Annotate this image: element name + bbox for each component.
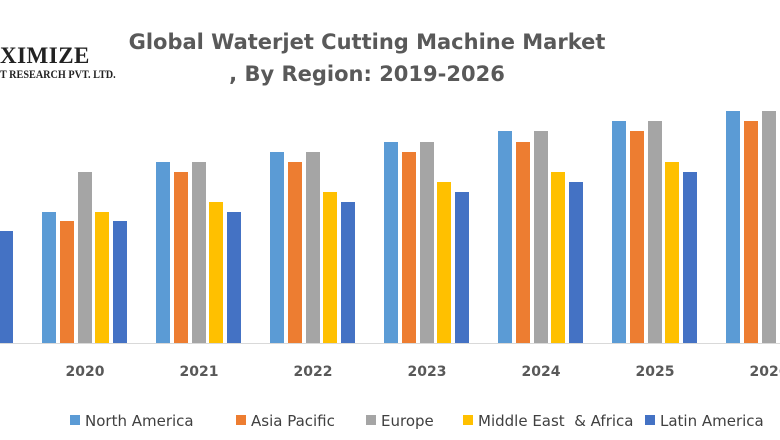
bar-middle-east-africa-2024 xyxy=(551,172,565,343)
bar-north-america-2023 xyxy=(384,142,398,343)
chart-title-line-1: Global Waterjet Cutting Machine Market xyxy=(128,30,606,54)
legend-swatch-1 xyxy=(236,415,246,425)
logo: XIMIZE T RESEARCH PVT. LTD. xyxy=(0,44,136,81)
bar-asia-pacific-2024 xyxy=(516,142,530,343)
legend-label-1: Asia Pacific xyxy=(251,412,335,430)
bar-latin-america-2024 xyxy=(569,182,583,343)
legend-label-3: Middle East & Africa xyxy=(478,412,633,430)
bar-asia-pacific-2021 xyxy=(174,172,188,343)
bar-asia-pacific-2023 xyxy=(402,152,416,343)
bar-north-america-2022 xyxy=(270,152,284,343)
bar-latin-america-2022 xyxy=(341,202,355,343)
bar-middle-east-africa-2022 xyxy=(323,192,337,343)
x-tick-label-2026: 2026 xyxy=(750,364,780,380)
legend-label-4: Latin America xyxy=(660,412,764,430)
x-tick-label-2020: 2020 xyxy=(66,364,105,380)
logo-line-2: T RESEARCH PVT. LTD. xyxy=(0,67,116,81)
bar-middle-east-africa-2025 xyxy=(665,162,679,343)
bar-north-america-2021 xyxy=(156,162,170,343)
x-tick-label-2025: 2025 xyxy=(636,364,675,380)
bar-latin-america-2019 xyxy=(0,231,13,343)
legend-swatch-4 xyxy=(645,415,655,425)
bar-europe-2023 xyxy=(420,142,434,343)
bar-middle-east-africa-2021 xyxy=(209,202,223,343)
legend-swatch-3 xyxy=(463,415,473,425)
x-tick-label-2023: 2023 xyxy=(408,364,447,380)
bar-europe-2026 xyxy=(762,111,776,343)
legend-label-2: Europe xyxy=(381,412,434,430)
x-tick-label-2022: 2022 xyxy=(294,364,333,380)
bar-latin-america-2023 xyxy=(455,192,469,343)
bar-middle-east-africa-2020 xyxy=(95,212,109,343)
bar-north-america-2026 xyxy=(726,111,740,343)
x-tick-label-2021: 2021 xyxy=(180,364,219,380)
bar-asia-pacific-2020 xyxy=(60,221,74,343)
logo-line-1: XIMIZE xyxy=(0,43,90,68)
chart-title: Global Waterjet Cutting Machine Market ,… xyxy=(100,26,634,90)
bar-europe-2024 xyxy=(534,131,548,343)
bar-europe-2021 xyxy=(192,162,206,343)
bar-europe-2022 xyxy=(306,152,320,343)
bar-middle-east-africa-2023 xyxy=(437,182,451,343)
legend-swatch-2 xyxy=(366,415,376,425)
chart-title-line-2: , By Region: 2019-2026 xyxy=(229,62,505,86)
bar-asia-pacific-2026 xyxy=(744,121,758,343)
bar-europe-2025 xyxy=(648,121,662,343)
bar-north-america-2025 xyxy=(612,121,626,343)
bar-latin-america-2020 xyxy=(113,221,127,343)
bar-latin-america-2025 xyxy=(683,172,697,343)
bar-europe-2020 xyxy=(78,172,92,343)
bar-north-america-2024 xyxy=(498,131,512,343)
x-tick-label-2024: 2024 xyxy=(522,364,561,380)
legend-label-0: North America xyxy=(85,412,194,430)
bar-asia-pacific-2025 xyxy=(630,131,644,343)
bar-asia-pacific-2022 xyxy=(288,162,302,343)
legend-swatch-0 xyxy=(70,415,80,425)
bar-latin-america-2021 xyxy=(227,212,241,343)
bar-north-america-2020 xyxy=(42,212,56,343)
